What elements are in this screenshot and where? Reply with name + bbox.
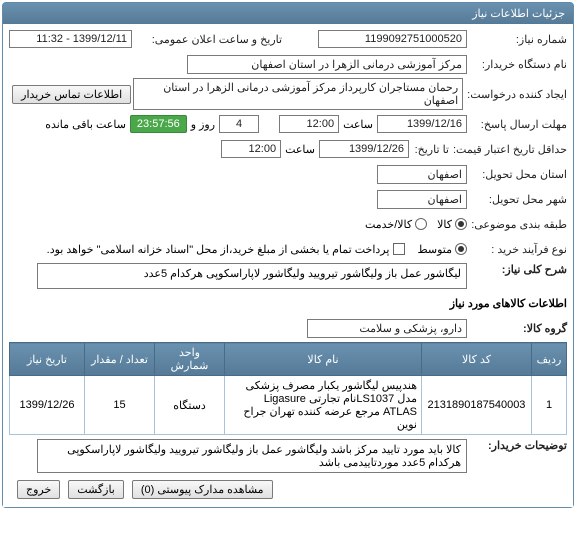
table-header-row: ردیف کد کالا نام کالا واحد شمارش تعداد /…: [10, 343, 567, 376]
cell-idx: 1: [532, 376, 567, 435]
need-no-label: شماره نیاز:: [467, 33, 567, 46]
process-medium-label: متوسط: [417, 243, 452, 256]
deadline-reply-date: 1399/12/16: [377, 115, 467, 133]
delivery-province-field: اصفهان: [377, 165, 467, 184]
cell-unit: دستگاه: [155, 376, 225, 435]
min-credit-date: 1399/12/26: [319, 140, 409, 158]
radio-dot-icon: [455, 243, 467, 255]
buyer-notes-label: توضیحات خریدار:: [467, 439, 567, 452]
cell-code: 2131890187540003: [422, 376, 532, 435]
buyer-org-field: مرکز آموزشی درمانی الزهرا در استان اصفها…: [187, 55, 467, 74]
cell-qty: 15: [85, 376, 155, 435]
process-medium-radio[interactable]: متوسط: [417, 243, 467, 256]
footer-buttons: مشاهده مدارک پیوستی (0) بازگشت خروج: [9, 476, 567, 503]
partial-pay-checkbox[interactable]: [393, 243, 405, 255]
delivery-city-field: اصفهان: [377, 190, 467, 209]
attachments-button[interactable]: مشاهده مدارک پیوستی (0): [132, 480, 273, 499]
panel-body: شماره نیاز: 1199092751000520 تاریخ و ساع…: [3, 24, 573, 507]
th-name: نام کالا: [225, 343, 422, 376]
remain-suffix: ساعت باقی مانده: [41, 118, 130, 131]
goods-group-field: دارو، پزشکی و سلامت: [307, 319, 467, 338]
delivery-province-label: استان محل تحویل:: [467, 168, 567, 181]
th-row: ردیف: [532, 343, 567, 376]
need-desc-label: شرح کلی نیاز:: [467, 263, 567, 276]
remain-days: 4: [219, 115, 259, 133]
service-radio[interactable]: کالا/خدمت: [365, 218, 427, 231]
category-label: طبقه بندی موضوعی:: [467, 218, 567, 231]
panel-title: جزئیات اطلاعات نیاز: [3, 3, 573, 24]
contact-button[interactable]: اطلاعات تماس خریدار: [12, 85, 131, 104]
days-and-label: روز و: [187, 118, 219, 131]
exit-button[interactable]: خروج: [17, 480, 60, 499]
public-date-field: 1399/12/11 - 11:32: [9, 30, 132, 48]
delivery-city-label: شهر محل تحویل:: [467, 193, 567, 206]
service-radio-label: کالا/خدمت: [365, 218, 412, 231]
buyer-notes-field: کالا باید مورد تایید مرکز باشد ولیگاشور …: [37, 439, 467, 473]
goods-info-header: اطلاعات کالاهای مورد نیاز: [450, 297, 567, 310]
th-unit: واحد شمارش: [155, 343, 225, 376]
th-code: کد کالا: [422, 343, 532, 376]
back-button[interactable]: بازگشت: [68, 480, 124, 499]
main-panel: جزئیات اطلاعات نیاز شماره نیاز: 11990927…: [2, 2, 574, 508]
goods-table: ردیف کد کالا نام کالا واحد شمارش تعداد /…: [9, 342, 567, 435]
radio-dot-icon: [455, 218, 467, 230]
cell-date: 1399/12/26: [10, 376, 85, 435]
partial-pay-label: پرداخت تمام یا بخشی از مبلغ خرید،از محل …: [43, 243, 394, 256]
min-credit-label: حداقل تاریخ اعتبار قیمت:: [449, 143, 567, 156]
goods-radio-label: کالا: [437, 218, 452, 231]
buyer-org-label: نام دستگاه خریدار:: [467, 58, 567, 71]
deadline-reply-label: مهلت ارسال پاسخ:: [467, 118, 567, 131]
time-label-1: ساعت: [339, 118, 377, 131]
need-no-field: 1199092751000520: [318, 30, 467, 48]
th-qty: تعداد / مقدار: [85, 343, 155, 376]
process-type-group: متوسط: [417, 243, 467, 256]
need-desc-field: لیگاشور عمل باز ولیگاشور تیرویید ولیگاشو…: [37, 263, 467, 289]
time-label-2: ساعت: [281, 143, 319, 156]
th-date: تاریخ نیاز: [10, 343, 85, 376]
process-type-label: نوع فرآیند خرید :: [467, 243, 567, 256]
category-radio-group: کالا کالا/خدمت: [365, 218, 467, 231]
cell-name: هندپیس لیگاشور یکبار مصرف پزشکی مدل LS10…: [225, 376, 422, 435]
to-date-label: تا تاریخ:: [409, 143, 449, 156]
deadline-reply-time: 12:00: [279, 115, 339, 133]
min-credit-time: 12:00: [221, 140, 281, 158]
goods-group-label: گروه کالا:: [467, 322, 567, 335]
remain-time: 23:57:56: [130, 115, 187, 133]
public-date-label: تاریخ و ساعت اعلان عمومی:: [132, 33, 282, 46]
table-row[interactable]: 1 2131890187540003 هندپیس لیگاشور یکبار …: [10, 376, 567, 435]
radio-dot-icon: [415, 218, 427, 230]
creator-field: رحمان مستاجران کارپرداز مرکز آموزشی درما…: [133, 78, 463, 110]
goods-radio[interactable]: کالا: [437, 218, 467, 231]
creator-label: ایجاد کننده درخواست:: [463, 88, 567, 101]
